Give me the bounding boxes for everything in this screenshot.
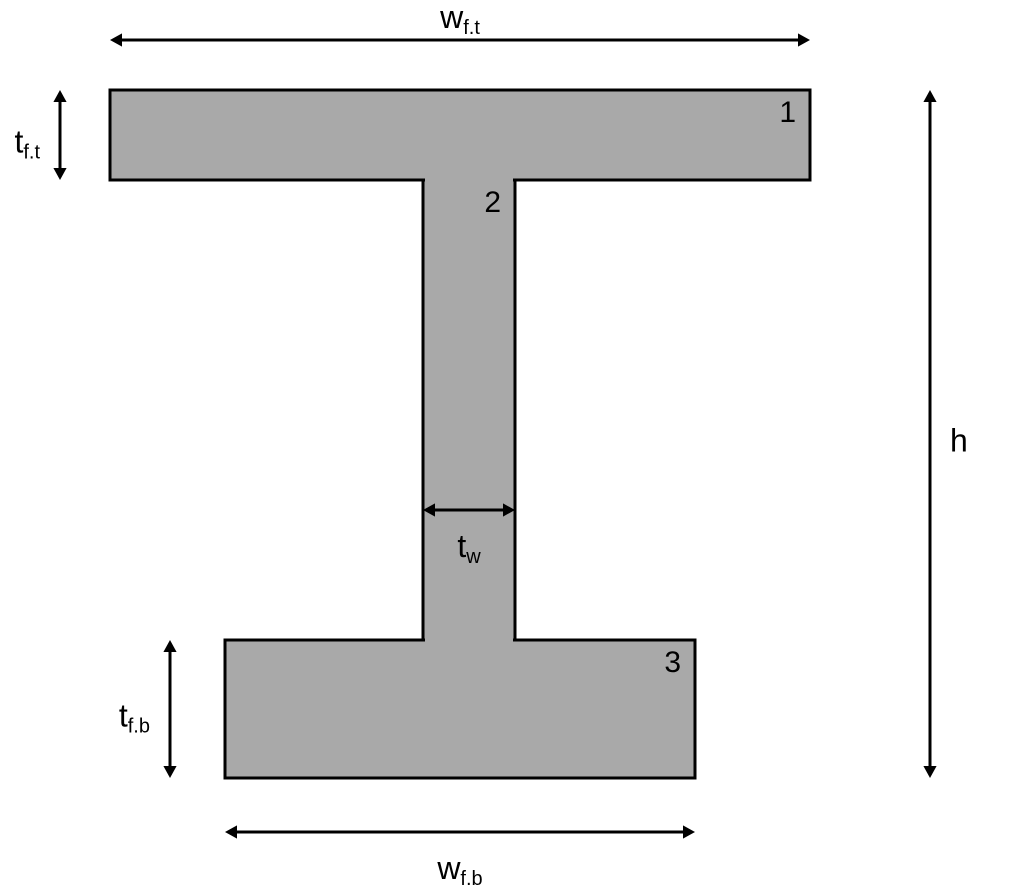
dim-w_ft-label: wf.t	[439, 0, 480, 39]
bottom-flange-part-label: 3	[664, 646, 681, 679]
top-flange-part-label: 1	[779, 96, 796, 129]
web	[423, 180, 515, 640]
dim-h: h	[923, 90, 967, 778]
dim-w_ft: wf.t	[110, 0, 810, 47]
web-part-label: 2	[484, 186, 501, 219]
top-flange	[110, 90, 810, 180]
bottom-flange	[225, 640, 695, 778]
web-bottom-joint-mask	[425, 637, 513, 643]
web-top-joint-mask	[425, 177, 513, 183]
dim-t_fb-label: tf.b	[119, 698, 150, 738]
dim-h-label: h	[950, 423, 968, 459]
dim-w_fb: wf.b	[225, 825, 695, 887]
dim-t_fb: tf.b	[119, 640, 177, 778]
dim-t_ft: tf.t	[14, 90, 66, 180]
dim-w_fb-label: wf.b	[436, 851, 482, 887]
dim-t_ft-label: tf.t	[14, 124, 40, 164]
